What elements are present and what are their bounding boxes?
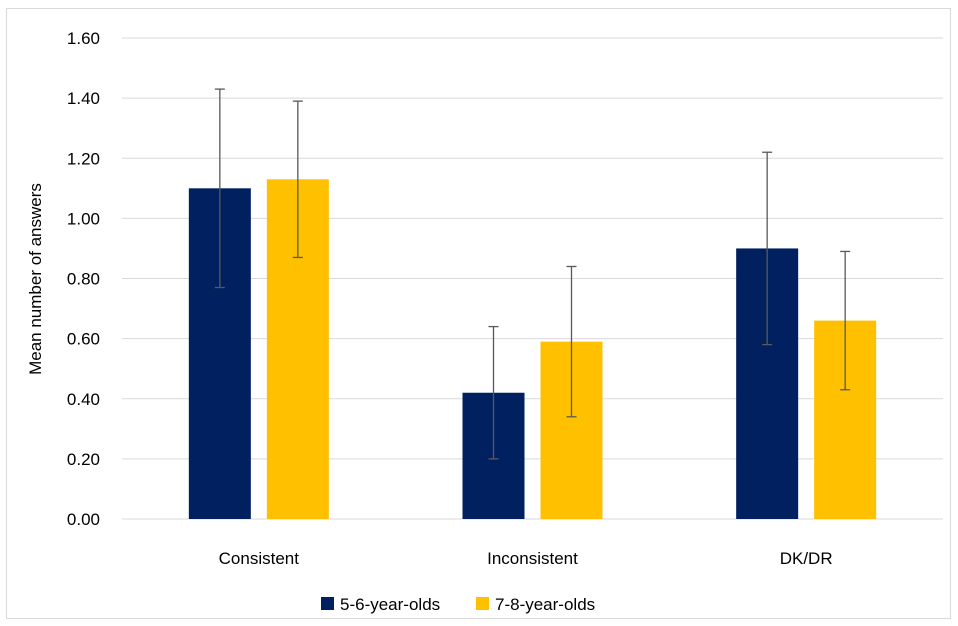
legend-swatch <box>476 597 489 610</box>
y-tick-label: 0.60 <box>67 330 100 349</box>
y-tick-label: 0.00 <box>67 510 100 529</box>
legend-label: 7-8-year-olds <box>495 595 595 614</box>
y-axis-ticks: 0.00 0.20 0.40 0.60 0.80 1.00 1.20 1.40 1.60 <box>67 29 100 529</box>
y-tick-label: 0.40 <box>67 390 100 409</box>
x-tick-label: Inconsistent <box>487 549 578 568</box>
legend-label: 5-6-year-olds <box>340 595 440 614</box>
bars <box>188 179 877 519</box>
error-bars <box>214 88 851 460</box>
y-tick-label: 0.20 <box>67 450 100 469</box>
x-tick-label: Consistent <box>219 549 300 568</box>
legend-swatch <box>321 597 334 610</box>
gridlines <box>122 37 943 520</box>
y-tick-label: 1.00 <box>67 209 100 228</box>
legend: 5-6-year-olds 7-8-year-olds <box>321 595 595 614</box>
y-tick-label: 0.80 <box>67 270 100 289</box>
y-tick-label: 1.20 <box>67 149 100 168</box>
x-tick-label: DK/DR <box>780 549 833 568</box>
y-tick-label: 1.40 <box>67 89 100 108</box>
y-axis-title: Mean number of answers <box>26 183 45 375</box>
y-tick-label: 1.60 <box>67 29 100 48</box>
x-axis-ticks: Consistent Inconsistent DK/DR <box>219 549 833 568</box>
